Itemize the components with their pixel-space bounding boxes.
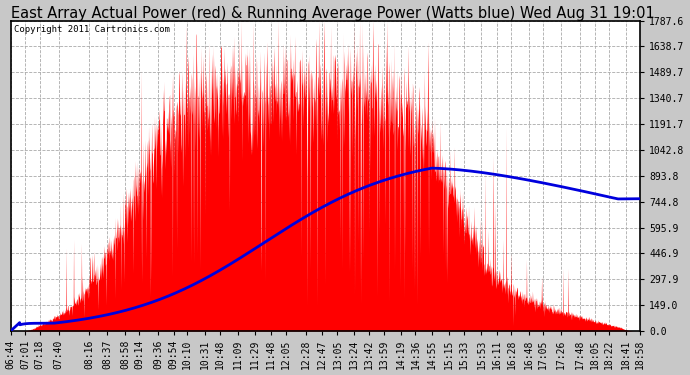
Text: Copyright 2011 Cartronics.com: Copyright 2011 Cartronics.com: [14, 25, 170, 34]
Text: East Array Actual Power (red) & Running Average Power (Watts blue) Wed Aug 31 19: East Array Actual Power (red) & Running …: [10, 6, 654, 21]
